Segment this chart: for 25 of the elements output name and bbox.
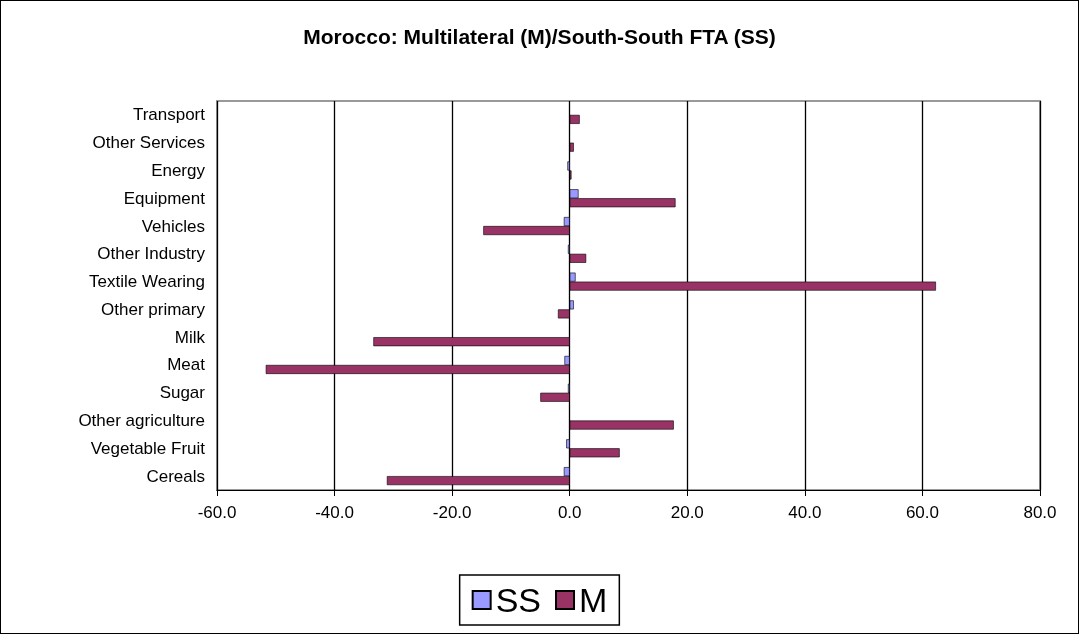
x-tick-label: -20.0 (432, 503, 472, 522)
y-tick-label: Other primary (101, 299, 206, 319)
y-tick-label: Vehicles (141, 216, 205, 236)
x-tick-label: -40.0 (315, 503, 354, 522)
y-tick-label: Milk (174, 327, 206, 347)
y-tick-label: Meat (167, 355, 206, 375)
legend-label: M (579, 581, 608, 619)
y-tick-label: Energy (151, 160, 206, 180)
x-tick-label: 0.0 (557, 503, 582, 522)
y-tick-label: Other Industry (97, 244, 206, 264)
y-tick-label: Transport (132, 105, 206, 125)
y-tick-label: Vegetable Fruit (90, 438, 206, 458)
y-tick-label: Other agriculture (78, 411, 205, 431)
x-tick-label: 60.0 (905, 503, 939, 522)
x-tick-label: 40.0 (788, 503, 822, 522)
y-tick-label: Equipment (123, 188, 206, 208)
x-tick-label: 80.0 (1023, 503, 1057, 522)
y-tick-label: Other Services (92, 133, 205, 153)
y-tick-label: Textile Wearing (89, 272, 205, 292)
y-tick-label: Cereals (146, 466, 205, 486)
legend-label: SS (495, 581, 542, 619)
x-tick-label: 20.0 (670, 503, 704, 522)
x-tick-label: -60.0 (197, 503, 237, 522)
y-tick-label: Sugar (159, 383, 206, 403)
chart-title: Morocco: Multilateral (M)/South-South FTA (SS) (303, 25, 776, 48)
